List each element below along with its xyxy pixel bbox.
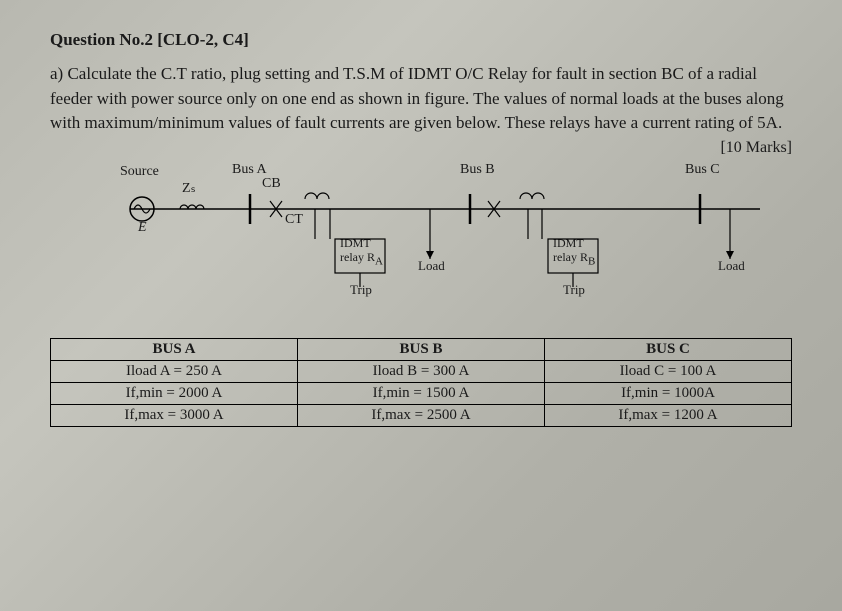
bus-c-ifmax: If,max = 1200 A: [545, 405, 791, 426]
label-relay-a: relay RA: [340, 250, 383, 267]
label-idmt-a: IDMT: [340, 236, 371, 251]
label-bus-c: Bus C: [685, 162, 720, 178]
question-header: Question No.2 [CLO-2, C4]: [50, 30, 792, 50]
bus-c-ifmin: If,min = 1000A: [545, 383, 791, 405]
bus-a-iload: Iload A = 250 A: [51, 361, 297, 383]
question-body: a) Calculate the C.T ratio, plug setting…: [50, 62, 792, 136]
bus-b-iload: Iload B = 300 A: [298, 361, 544, 383]
circuit-svg: [120, 159, 780, 329]
bus-data-table: BUS A Iload A = 250 A If,min = 2000 A If…: [50, 338, 792, 427]
label-cb: CB: [262, 176, 281, 192]
bus-b-column: BUS B Iload B = 300 A If,min = 1500 A If…: [298, 339, 545, 426]
bus-c-column: BUS C Iload C = 100 A If,min = 1000A If,…: [545, 339, 791, 426]
bus-a-ifmin: If,min = 2000 A: [51, 383, 297, 405]
label-trip-a: Trip: [350, 282, 372, 298]
label-bus-b: Bus B: [460, 162, 495, 178]
label-idmt-b: IDMT: [553, 236, 584, 251]
label-zs: Zₛ: [182, 180, 196, 197]
bus-a-column: BUS A Iload A = 250 A If,min = 2000 A If…: [51, 339, 298, 426]
label-trip-b: Trip: [563, 282, 585, 298]
label-ct: CT: [285, 212, 303, 228]
question-text: a) Calculate the C.T ratio, plug setting…: [50, 64, 784, 132]
label-e: E: [138, 220, 147, 236]
label-source: Source: [120, 164, 159, 180]
bus-b-ifmin: If,min = 1500 A: [298, 383, 544, 405]
bus-a-ifmax: If,max = 3000 A: [51, 405, 297, 426]
bus-a-head: BUS A: [51, 339, 297, 361]
bus-c-iload: Iload C = 100 A: [545, 361, 791, 383]
label-load-a: Load: [418, 258, 445, 274]
label-load-c: Load: [718, 258, 745, 274]
circuit-diagram: Source Zₛ E Bus A CB CT IDMT relay RA Tr…: [120, 154, 780, 324]
bus-b-ifmax: If,max = 2500 A: [298, 405, 544, 426]
bus-b-head: BUS B: [298, 339, 544, 361]
bus-c-head: BUS C: [545, 339, 791, 361]
label-relay-b: relay RB: [553, 250, 595, 267]
